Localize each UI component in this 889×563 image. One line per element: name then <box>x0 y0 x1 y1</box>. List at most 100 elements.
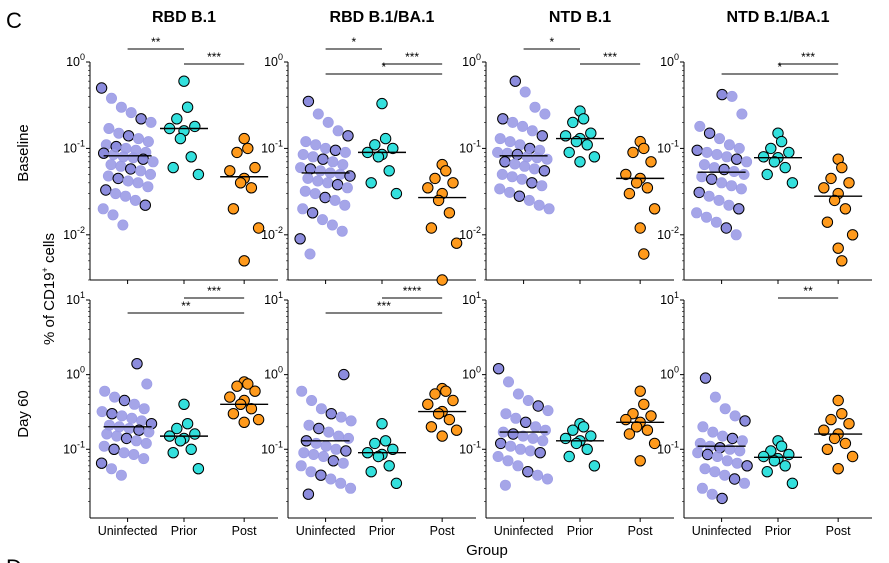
point-prior <box>757 450 770 463</box>
x-tick-label: Post <box>628 524 654 538</box>
point-uninfected <box>315 403 327 415</box>
point-uninfected <box>305 466 317 478</box>
point-prior <box>174 132 187 145</box>
point-uninfected <box>340 445 352 457</box>
point-uninfected <box>723 139 735 151</box>
point-uninfected <box>533 199 545 211</box>
point-prior <box>768 455 781 467</box>
point-uninfected <box>528 163 540 175</box>
point-uninfected <box>708 162 720 174</box>
significance-label: *** <box>207 50 221 64</box>
point-prior <box>567 424 579 436</box>
point-post <box>645 410 657 422</box>
point-uninfected <box>135 113 147 125</box>
point-prior <box>563 146 575 159</box>
panel-title: RBD B.1/BA.1 <box>330 9 435 26</box>
point-post <box>443 207 456 219</box>
point-uninfected <box>327 455 340 467</box>
point-uninfected <box>315 469 327 481</box>
y-tick-label: 10-2 <box>459 225 481 242</box>
point-prior <box>786 477 799 489</box>
significance-label: *** <box>801 50 815 64</box>
y-tick-label: 10-1 <box>657 439 679 456</box>
point-post <box>648 437 661 450</box>
point-uninfected <box>543 203 555 215</box>
point-post <box>839 203 852 215</box>
panel-day60-3: 10-1 100 101 Uninfected Prior Post <box>459 290 674 538</box>
point-uninfected <box>105 159 117 171</box>
point-prior <box>567 116 579 129</box>
point-prior <box>189 428 201 440</box>
point-uninfected <box>115 160 127 172</box>
point-uninfected <box>303 419 315 431</box>
point-uninfected <box>496 168 508 180</box>
point-uninfected <box>133 133 145 145</box>
point-prior <box>379 435 392 447</box>
point-prior <box>559 432 572 445</box>
point-uninfected <box>707 426 719 438</box>
point-uninfected <box>696 482 708 494</box>
point-uninfected <box>500 408 512 420</box>
point-uninfected <box>125 107 137 119</box>
point-uninfected <box>147 156 159 168</box>
point-uninfected <box>322 177 334 189</box>
point-prior <box>585 430 597 442</box>
point-uninfected <box>106 92 118 104</box>
point-post <box>443 413 456 426</box>
point-uninfected <box>537 435 549 447</box>
point-prior <box>167 161 179 174</box>
point-uninfected <box>499 156 511 168</box>
point-uninfected <box>329 194 341 206</box>
point-uninfected <box>128 448 140 460</box>
point-post <box>641 182 654 194</box>
point-uninfected <box>107 209 119 221</box>
point-uninfected <box>502 376 514 388</box>
point-post <box>425 222 438 234</box>
significance-label: *** <box>405 50 419 64</box>
point-prior <box>574 156 586 168</box>
point-post <box>818 182 830 194</box>
point-post <box>836 408 848 420</box>
point-uninfected <box>339 146 351 158</box>
point-uninfected <box>109 391 121 403</box>
point-uninfected <box>332 125 344 137</box>
point-uninfected <box>131 358 143 370</box>
point-uninfected <box>505 440 517 452</box>
point-uninfected <box>334 168 346 180</box>
point-post <box>432 408 445 420</box>
point-uninfected <box>720 222 732 234</box>
point-uninfected <box>718 163 730 176</box>
y-tick-label: 101 <box>660 290 679 307</box>
point-uninfected <box>532 469 544 481</box>
point-uninfected <box>302 488 315 500</box>
point-uninfected <box>298 447 310 459</box>
panel-title: RBD B.1 <box>152 9 216 26</box>
point-prior <box>369 437 381 450</box>
point-prior <box>181 418 194 430</box>
point-prior <box>390 187 403 200</box>
point-uninfected <box>297 149 309 161</box>
point-uninfected <box>120 432 133 445</box>
point-prior <box>192 168 205 181</box>
point-uninfected <box>699 372 712 384</box>
point-uninfected <box>519 160 531 172</box>
point-uninfected <box>95 82 108 94</box>
x-tick-label: Post <box>826 524 852 538</box>
y-tick-label: 10-1 <box>459 439 481 456</box>
point-prior <box>765 142 777 155</box>
point-prior <box>185 443 197 455</box>
point-uninfected <box>117 219 129 231</box>
point-post <box>843 418 855 430</box>
point-uninfected <box>541 473 553 485</box>
point-post <box>620 168 632 181</box>
point-prior <box>174 435 187 447</box>
point-uninfected <box>520 416 532 428</box>
point-uninfected <box>691 144 703 157</box>
point-uninfected <box>145 168 157 180</box>
point-uninfected <box>730 229 742 241</box>
point-post <box>843 177 855 189</box>
point-uninfected <box>125 163 137 175</box>
point-uninfected <box>341 182 353 194</box>
point-uninfected <box>120 190 132 202</box>
